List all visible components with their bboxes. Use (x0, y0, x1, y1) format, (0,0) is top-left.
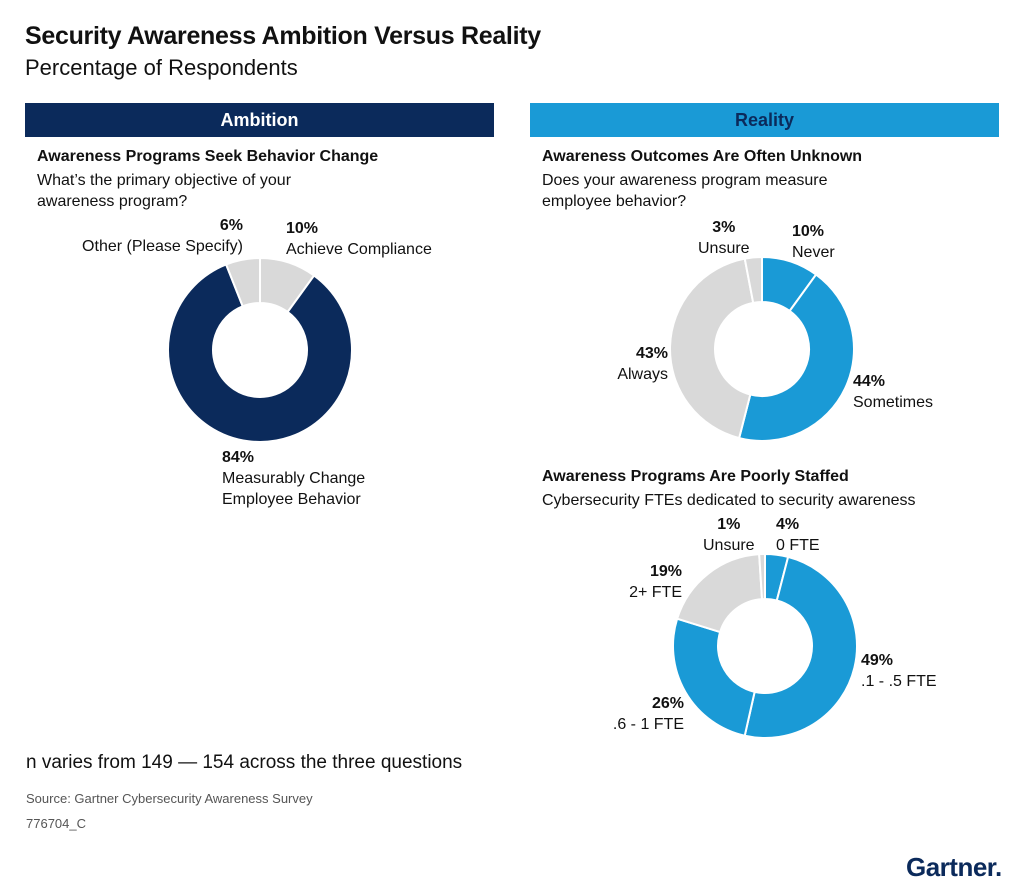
measure-label-never: 10% Never (792, 221, 835, 263)
figure-code: 776704_C (26, 816, 86, 831)
chart-title: Security Awareness Ambition Versus Reali… (25, 22, 541, 50)
ambition-header: Ambition (25, 103, 494, 137)
staffing-pct-point-one-fte: 49% (861, 652, 894, 669)
staffing-label-point-one-fte: 49% .1 - .5 FTE (861, 650, 937, 692)
staffing-slice-3 (675, 553, 764, 634)
staffing-question: Cybersecurity FTEs dedicated to security… (542, 492, 916, 509)
measure-pct-unsure: 3% (712, 219, 736, 236)
staffing-text-point-one-fte: .1 - .5 FTE (861, 673, 937, 690)
measure-pct-always: 43% (635, 345, 668, 362)
objective-slice-2 (224, 256, 261, 308)
objective-slice-1 (167, 263, 353, 443)
chart-subtitle: Percentage of Respondents (25, 55, 298, 80)
objective-text-compliance: Achieve Compliance (286, 241, 432, 258)
objective-pct-other: 6% (219, 217, 243, 234)
objective-label-behavior: 84% Measurably Change Employee Behavior (222, 447, 402, 510)
staffing-text-unsure: Unsure (703, 537, 755, 554)
measure-slice-1 (737, 273, 855, 442)
staffing-chart-title: Awareness Programs Are Poorly Staffed (542, 468, 849, 485)
measure-pct-never: 10% (792, 223, 825, 240)
measure-label-sometimes: 44% Sometimes (853, 371, 933, 413)
objective-text-behavior: Measurably Change Employee Behavior (222, 470, 366, 508)
objective-donut (167, 256, 353, 443)
staffing-pct-unsure: 1% (717, 516, 741, 533)
measure-text-always: Always (617, 366, 668, 383)
objective-question: What’s the primary objective of your awa… (37, 172, 292, 210)
measure-text-sometimes: Sometimes (853, 394, 934, 411)
staffing-slice-4 (758, 552, 766, 601)
objective-pct-behavior: 84% (222, 449, 255, 466)
sample-size-note: n varies from 149 — 154 across the three… (26, 752, 463, 773)
measure-label-unsure: 3% Unsure (698, 217, 750, 259)
staffing-label-point-six-fte: 26% .6 - 1 FTE (613, 693, 684, 735)
staffing-text-point-six-fte: .6 - 1 FTE (612, 716, 684, 733)
staffing-text-two-plus-fte: 2+ FTE (629, 584, 682, 601)
staffing-label-two-plus-fte: 19% 2+ FTE (629, 561, 682, 603)
staffing-slice-1 (743, 555, 858, 739)
measure-slice-3 (743, 255, 763, 305)
objective-label-compliance: 10% Achieve Compliance (286, 218, 432, 260)
measure-pct-sometimes: 44% (853, 373, 886, 390)
measure-chart-title: Awareness Outcomes Are Often Unknown (542, 148, 863, 165)
staffing-text-zero-fte: 0 FTE (776, 537, 820, 554)
staffing-donut (672, 552, 858, 739)
measure-text-never: Never (792, 244, 835, 261)
objective-label-other: 6% Other (Please Specify) (82, 215, 243, 257)
objective-chart-title: Awareness Programs Seek Behavior Change (37, 148, 379, 165)
objective-pct-compliance: 10% (286, 220, 319, 237)
measure-question: Does your awareness program measure empl… (542, 172, 828, 210)
staffing-label-unsure: 1% Unsure (703, 514, 755, 556)
measure-slice-2 (669, 257, 755, 440)
reality-header: Reality (530, 103, 999, 137)
staffing-label-zero-fte: 4% 0 FTE (776, 514, 820, 556)
staffing-slice-2 (672, 617, 756, 737)
staffing-pct-two-plus-fte: 19% (649, 563, 682, 580)
objective-text-other: Other (Please Specify) (82, 238, 243, 255)
measure-donut (669, 255, 855, 442)
gartner-logo: Gartner. (906, 852, 1002, 882)
staffing-pct-zero-fte: 4% (776, 516, 800, 533)
source-note: Source: Gartner Cybersecurity Awareness … (26, 791, 313, 806)
measure-text-unsure: Unsure (698, 240, 750, 257)
measure-label-always: 43% Always (617, 343, 668, 385)
staffing-pct-point-six-fte: 26% (651, 695, 684, 712)
